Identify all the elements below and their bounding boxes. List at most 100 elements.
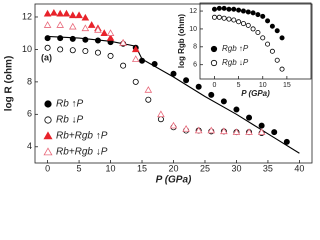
data-point — [56, 21, 64, 28]
data-point — [279, 66, 285, 72]
data-point — [183, 77, 190, 84]
data-point — [240, 8, 246, 14]
data-point — [43, 9, 52, 17]
plot-area — [199, 2, 312, 80]
data-point — [68, 22, 77, 30]
x-axis-label: P (GPa) — [241, 89, 270, 98]
data-point — [43, 21, 52, 28]
x-axis-label: P (GPa) — [156, 175, 192, 186]
data-point — [260, 13, 266, 19]
data-point — [255, 12, 261, 18]
data-point — [120, 62, 127, 69]
y-tick-label: 12 — [22, 11, 32, 21]
data-point — [216, 5, 222, 11]
y-tick-label: 6 — [27, 109, 32, 119]
data-point — [131, 45, 140, 53]
data-point — [68, 11, 77, 19]
data-point — [44, 44, 51, 51]
data-point — [211, 14, 217, 20]
data-point — [57, 35, 64, 42]
data-point — [56, 9, 64, 17]
y-tick-label: 8 — [193, 44, 197, 51]
x-tick-label: 5 — [77, 163, 82, 173]
data-point — [87, 21, 96, 28]
legend-marker — [43, 147, 53, 156]
data-point — [194, 126, 203, 134]
x-tick-label: 0 — [45, 163, 50, 173]
data-point — [119, 39, 127, 46]
data-point — [245, 22, 251, 28]
data-point — [221, 15, 227, 21]
data-point — [57, 46, 64, 53]
x-tick-label: 40 — [294, 163, 304, 173]
data-point — [257, 128, 266, 135]
data-point — [169, 121, 178, 129]
data-point — [182, 125, 190, 132]
legend-marker — [210, 45, 218, 53]
data-point — [240, 21, 246, 27]
data-point — [195, 83, 202, 90]
data-point — [139, 57, 146, 64]
data-point — [75, 11, 83, 19]
plot: 0 5 10 15 6 8 10 12 P (GPa) log Rgb (ohm) Rgb ↑P Rg… — [177, 2, 312, 98]
x-tick-label: 30 — [231, 163, 241, 173]
data-point — [69, 35, 76, 42]
x-tick-label: 10 — [259, 82, 267, 89]
data-point — [265, 18, 271, 24]
y-tick-label: 10 — [189, 26, 197, 33]
data-point — [131, 55, 140, 62]
data-point — [236, 7, 242, 13]
y-tick-label: 4 — [27, 141, 32, 151]
figure: 0 5 10 15 20 25 30 35 40 4 6 8 10 12 P (GPa) log R (ohm… — [4, 2, 313, 186]
plot: 0 5 10 15 20 25 30 35 40 4 6 8 10 12 P (GPa) log R (ohm… — [4, 3, 313, 186]
y-tick-label: 8 — [27, 76, 32, 86]
data-point — [44, 35, 51, 42]
data-point — [220, 127, 228, 135]
data-point — [274, 57, 280, 63]
data-point — [221, 5, 227, 11]
data-point — [107, 52, 114, 59]
data-point — [274, 28, 280, 34]
data-point — [94, 49, 101, 56]
data-point — [232, 128, 241, 135]
data-point — [250, 26, 256, 32]
data-point — [246, 114, 253, 121]
x-tick-label: 15 — [283, 82, 291, 89]
legend-label: Rb ↑P — [56, 99, 84, 110]
y-tick-label: 10 — [22, 44, 32, 54]
y-tick-label: 6 — [193, 62, 197, 69]
data-point — [283, 138, 290, 145]
data-point — [245, 9, 251, 15]
data-point — [216, 14, 222, 20]
data-point — [271, 129, 278, 136]
data-point — [94, 26, 102, 33]
fit-line — [47, 35, 300, 154]
x-tick-label: 20 — [168, 163, 178, 173]
data-point — [233, 106, 240, 113]
data-point — [157, 110, 165, 118]
data-point — [81, 24, 90, 32]
data-point — [231, 6, 237, 12]
x-tick-label: 15 — [137, 163, 147, 173]
data-point — [94, 37, 101, 44]
data-point — [208, 91, 215, 98]
data-point — [255, 30, 261, 36]
data-point — [82, 48, 89, 55]
x-tick-label: 10 — [106, 163, 116, 173]
legend-marker — [43, 131, 53, 140]
x-tick-label: 0 — [213, 82, 217, 89]
y-axis-label: log Rgb (ohm) — [177, 14, 186, 69]
x-tick-label: 25 — [200, 163, 210, 173]
data-point — [250, 10, 256, 16]
data-point — [211, 6, 217, 12]
y-tick-label: 12 — [189, 8, 197, 15]
data-point — [258, 122, 265, 129]
data-point — [260, 35, 266, 41]
data-point — [82, 36, 89, 43]
data-point — [100, 29, 109, 36]
data-point — [132, 78, 139, 85]
annotation: (a) — [41, 52, 52, 62]
data-point — [50, 8, 58, 16]
legend-label: Rgb ↓P — [222, 58, 249, 67]
data-point — [145, 96, 152, 103]
